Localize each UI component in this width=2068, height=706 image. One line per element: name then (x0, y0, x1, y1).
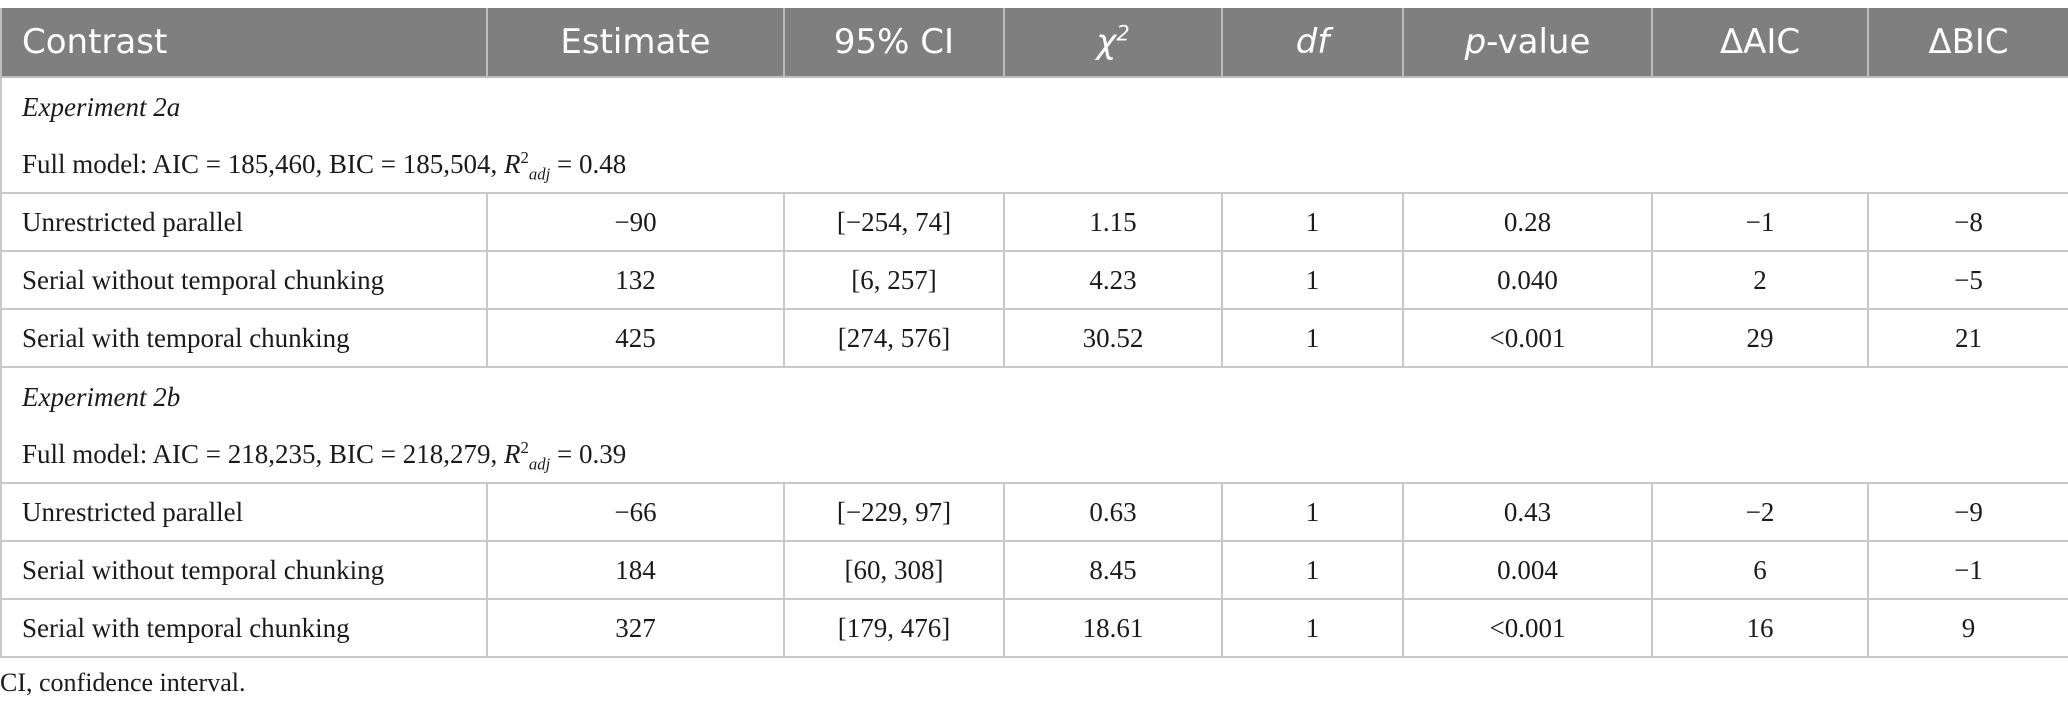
model-fit-row: Full model: AIC = 218,235, BIC = 218,279… (0, 426, 2068, 484)
col-header-estimate: Estimate (486, 8, 785, 78)
cell-estimate: −90 (486, 192, 785, 252)
cell-ci: [−229, 97] (783, 482, 1005, 542)
table-row: Unrestricted parallel −90 [−254, 74] 1.15 1 0… (0, 192, 2068, 252)
r-letter: R (503, 438, 521, 469)
model-fit-text: Full model: AIC = 185,460, BIC = 185,504… (0, 136, 2068, 194)
cell-dbic: −1 (1867, 540, 2068, 600)
col-header-p-value: p-value (1402, 8, 1653, 78)
cell-daic: 2 (1651, 250, 1869, 310)
r-value: = 0.48 (550, 148, 627, 179)
cell-dbic: 21 (1867, 308, 2068, 368)
r-superscript: 2 (520, 147, 529, 167)
cell-chi2: 8.45 (1003, 540, 1223, 600)
cell-contrast: Serial without temporal chunking (0, 540, 488, 600)
group-title: Experiment 2b (0, 366, 2068, 426)
cell-p: <0.001 (1402, 598, 1653, 658)
r-subscript: adj (528, 453, 551, 473)
col-header-contrast: Contrast (0, 8, 488, 78)
table-body: Experiment 2a Full model: AIC = 185,460, … (0, 76, 2068, 658)
cell-p: 0.004 (1402, 540, 1653, 600)
cell-p: 0.28 (1402, 192, 1653, 252)
group-title-row: Experiment 2a (0, 76, 2068, 136)
cell-chi2: 30.52 (1003, 308, 1223, 368)
cell-ci: [274, 576] (783, 308, 1005, 368)
cell-df: 1 (1221, 482, 1404, 542)
cell-dbic: 9 (1867, 598, 2068, 658)
table-row: Serial with temporal chunking 327 [179, 47… (0, 598, 2068, 658)
cell-estimate: 327 (486, 598, 785, 658)
cell-df: 1 (1221, 192, 1404, 252)
table-footnote: CI, confidence interval. (0, 668, 246, 697)
cell-dbic: −8 (1867, 192, 2068, 252)
cell-dbic: −5 (1867, 250, 2068, 310)
col-header-df: df (1221, 8, 1404, 78)
cell-df: 1 (1221, 598, 1404, 658)
cell-p: 0.43 (1402, 482, 1653, 542)
table-row: Serial without temporal chunking 132 [6, 2… (0, 250, 2068, 310)
col-header-delta-bic: ΔBIC (1867, 8, 2068, 78)
cell-chi2: 4.23 (1003, 250, 1223, 310)
chi2-superscript: 2 (1116, 20, 1130, 46)
cell-df: 1 (1221, 540, 1404, 600)
p-letter: p (1464, 22, 1487, 62)
model-fit-prefix: Full model: AIC = 185,460, BIC = 185,504… (22, 148, 504, 179)
r-superscript: 2 (520, 437, 529, 457)
cell-ci: [179, 476] (783, 598, 1005, 658)
model-fit-row: Full model: AIC = 185,460, BIC = 185,504… (0, 136, 2068, 194)
cell-contrast: Serial with temporal chunking (0, 308, 488, 368)
group-title: Experiment 2a (0, 76, 2068, 136)
cell-contrast: Unrestricted parallel (0, 192, 488, 252)
cell-estimate: 132 (486, 250, 785, 310)
r-subscript: adj (528, 163, 551, 183)
cell-estimate: 184 (486, 540, 785, 600)
header-row: Contrast Estimate 95% CI χ2 df p-value Δ… (0, 8, 2068, 78)
group-title-row: Experiment 2b (0, 366, 2068, 426)
cell-ci: [60, 308] (783, 540, 1005, 600)
model-fit-text: Full model: AIC = 218,235, BIC = 218,279… (0, 426, 2068, 484)
chi2-symbol: χ (1096, 22, 1117, 62)
col-header-chi2: χ2 (1003, 8, 1223, 78)
cell-p: <0.001 (1402, 308, 1653, 368)
table-row: Serial without temporal chunking 184 [60, … (0, 540, 2068, 600)
col-header-delta-aic: ΔAIC (1651, 8, 1869, 78)
col-header-ci: 95% CI (783, 8, 1005, 78)
results-table: Contrast Estimate 95% CI χ2 df p-value Δ… (0, 8, 2068, 658)
cell-df: 1 (1221, 250, 1404, 310)
cell-daic: 6 (1651, 540, 1869, 600)
cell-contrast: Unrestricted parallel (0, 482, 488, 542)
cell-df: 1 (1221, 308, 1404, 368)
cell-estimate: −66 (486, 482, 785, 542)
table-row: Serial with temporal chunking 425 [274, 57… (0, 308, 2068, 368)
cell-chi2: 18.61 (1003, 598, 1223, 658)
cell-daic: 16 (1651, 598, 1869, 658)
df-label: df (1295, 22, 1330, 62)
cell-estimate: 425 (486, 308, 785, 368)
p-suffix: -value (1486, 22, 1591, 62)
cell-ci: [6, 257] (783, 250, 1005, 310)
cell-chi2: 0.63 (1003, 482, 1223, 542)
cell-contrast: Serial with temporal chunking (0, 598, 488, 658)
cell-dbic: −9 (1867, 482, 2068, 542)
cell-contrast: Serial without temporal chunking (0, 250, 488, 310)
cell-daic: −2 (1651, 482, 1869, 542)
r-value: = 0.39 (550, 438, 627, 469)
cell-chi2: 1.15 (1003, 192, 1223, 252)
model-fit-prefix: Full model: AIC = 218,235, BIC = 218,279… (22, 438, 504, 469)
table-row: Unrestricted parallel −66 [−229, 97] 0.63 1 0… (0, 482, 2068, 542)
cell-daic: −1 (1651, 192, 1869, 252)
cell-p: 0.040 (1402, 250, 1653, 310)
r-letter: R (503, 148, 521, 179)
cell-ci: [−254, 74] (783, 192, 1005, 252)
cell-daic: 29 (1651, 308, 1869, 368)
